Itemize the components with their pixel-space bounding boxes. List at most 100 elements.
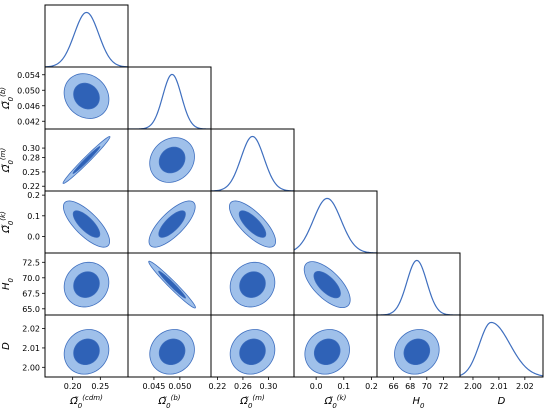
x-tick-label-Omega_k: 0.0 bbox=[310, 382, 323, 391]
y-tick-label-Omega_b: 0.042 bbox=[17, 117, 40, 126]
x-tick-label-D: 2.00 bbox=[464, 382, 482, 391]
contour-68-Omega_b-H0 bbox=[158, 270, 186, 299]
axis-label-sup: (b) bbox=[0, 87, 7, 97]
contour-68-Omega_cdm-Omega_m bbox=[72, 146, 101, 174]
x-tick-label-D: 2.02 bbox=[516, 382, 534, 391]
axis-label-base: H bbox=[413, 396, 421, 407]
axis-label-Omega_cdm: Ω̃0(cdm) bbox=[69, 394, 103, 410]
axis-label-sub: 0 bbox=[7, 277, 15, 282]
panel-content bbox=[228, 200, 277, 248]
y-tick-label-D: 2.02 bbox=[22, 325, 40, 334]
axis-label-sup: (k) bbox=[0, 211, 7, 221]
axis-label-base: Ω̃ bbox=[0, 164, 12, 174]
panel-frame bbox=[459, 314, 544, 378]
axis-label-sub: 0 bbox=[78, 402, 83, 410]
marginal-curve-H0 bbox=[377, 259, 460, 315]
axis-label-sub: 0 bbox=[7, 160, 15, 165]
panel-Omega_m-H0 bbox=[210, 252, 295, 316]
x-tick-label-D: 2.01 bbox=[490, 382, 508, 391]
panel-Omega_b-Omega_b bbox=[127, 66, 212, 130]
panel-Omega_cdm-Omega_m: 0.22 0.25 0.280.30 bbox=[22, 128, 129, 192]
axis-label-sub: 0 bbox=[420, 402, 425, 410]
panel-Omega_cdm-Omega_cdm bbox=[44, 4, 129, 68]
panel-content bbox=[63, 261, 110, 308]
panel-Omega_cdm-Omega_k: 0.0 0.1 0.2 bbox=[27, 190, 129, 254]
y-tick-label-Omega_k: 0.1 bbox=[27, 212, 40, 221]
axis-label-base: Ω̃ bbox=[157, 395, 167, 407]
contour-68-Omega_b-D bbox=[158, 338, 186, 366]
axis-label-Omega_k: Ω̃0(k) bbox=[324, 394, 347, 410]
y-tick-label-Omega_b: 0.054 bbox=[17, 71, 40, 80]
marginal-curve-D bbox=[460, 321, 543, 377]
axis-label-sub: 0 bbox=[166, 402, 171, 410]
axis-label-sup: (m) bbox=[252, 394, 265, 402]
axis-label-base: Ω̃ bbox=[0, 100, 12, 110]
axis-label-sub: 0 bbox=[7, 220, 15, 225]
panel-Omega_cdm-D: 2.00 2.01 2.02 0.20 0.25 bbox=[22, 314, 129, 391]
y-tick-label-Omega_b: 0.050 bbox=[17, 86, 40, 95]
contour-68-Omega_b-Omega_m bbox=[158, 146, 186, 174]
panel-Omega_b-Omega_k bbox=[127, 190, 212, 254]
y-tick-label-Omega_b: 0.046 bbox=[17, 102, 40, 111]
axis-label-base: D bbox=[1, 342, 12, 350]
panel-content bbox=[303, 261, 351, 309]
axis-label-Omega_b: Ω̃0(b) bbox=[157, 394, 180, 410]
panel-frame bbox=[376, 252, 461, 316]
panel-content bbox=[460, 321, 543, 377]
panel-D-D: 2.00 2.01 2.02 bbox=[459, 314, 544, 391]
contour-68-Omega_b-Omega_k bbox=[158, 210, 186, 238]
axis-label-H0: H0 bbox=[413, 396, 426, 410]
x-tick-label-Omega_b: 0.050 bbox=[168, 382, 191, 391]
panel-Omega_k-H0 bbox=[293, 252, 378, 316]
panel-content bbox=[377, 259, 460, 315]
y-tick-label-Omega_m: 0.28 bbox=[22, 154, 40, 163]
panel-content bbox=[304, 329, 350, 375]
panel-Omega_cdm-Omega_b: 0.042 0.046 0.050 0.054 bbox=[17, 66, 129, 130]
axis-label-base: Ω̃ bbox=[0, 224, 12, 234]
panel-content bbox=[63, 329, 110, 375]
axis-label-base: H bbox=[1, 282, 12, 290]
panel-content bbox=[149, 329, 195, 375]
x-tick-label-H0: 68 bbox=[405, 382, 415, 391]
panel-content bbox=[394, 329, 440, 375]
y-tick-label-Omega_m: 0.25 bbox=[22, 168, 40, 177]
axis-label-Omega_m: Ω̃0(m) bbox=[239, 394, 265, 410]
axis-label-D: D bbox=[498, 396, 506, 407]
y-tick-label-D: 2.01 bbox=[22, 344, 40, 353]
panel-H0-H0 bbox=[376, 252, 461, 316]
panel-content bbox=[294, 197, 377, 253]
axis-label-D: D bbox=[1, 342, 12, 350]
panel-content bbox=[211, 135, 294, 191]
axis-label-sub: 0 bbox=[248, 402, 253, 410]
y-tick-label-D: 2.00 bbox=[22, 363, 40, 372]
x-tick-label-Omega_b: 0.045 bbox=[142, 382, 165, 391]
panel-frame bbox=[44, 4, 129, 68]
contour-68-Omega_m-H0 bbox=[239, 271, 266, 298]
panel-Omega_k-Omega_k bbox=[293, 190, 378, 254]
panel-Omega_m-D: 0.22 0.26 0.30 bbox=[208, 314, 295, 391]
contour-68-Omega_cdm-D bbox=[73, 338, 100, 366]
contour-68-Omega_m-D bbox=[239, 338, 266, 366]
axis-label-sup: (b) bbox=[171, 394, 181, 402]
marginal-curve-Omega_cdm bbox=[45, 11, 128, 67]
axis-label-sub: 0 bbox=[332, 402, 337, 410]
panel-H0-D: 66 68 70 72 bbox=[376, 314, 461, 391]
panel-content bbox=[229, 329, 276, 375]
axis-label-base: Ω̃ bbox=[239, 395, 249, 407]
y-tick-label-Omega_k: 0.2 bbox=[27, 191, 40, 200]
panel-Omega_m-Omega_k bbox=[210, 190, 295, 254]
marginal-curve-Omega_m bbox=[211, 135, 294, 191]
x-tick-label-H0: 66 bbox=[389, 382, 399, 391]
x-tick-label-Omega_m: 0.26 bbox=[234, 382, 252, 391]
axis-label-sup: (m) bbox=[0, 148, 7, 161]
axis-label-Omega_b: Ω̃0(b) bbox=[0, 87, 15, 110]
x-tick-label-H0: 72 bbox=[438, 382, 448, 391]
contour-68-Omega_k-D bbox=[313, 338, 341, 366]
y-tick-label-Omega_k: 0.0 bbox=[27, 232, 40, 241]
contour-68-Omega_cdm-Omega_b bbox=[73, 82, 100, 110]
panel-Omega_cdm-H0: 65.0 67.5 70.0 72.5 bbox=[22, 252, 129, 316]
marginal-curve-Omega_k bbox=[294, 197, 377, 253]
contour-68-H0-D bbox=[403, 338, 431, 366]
axis-label-sub: 0 bbox=[7, 96, 15, 101]
